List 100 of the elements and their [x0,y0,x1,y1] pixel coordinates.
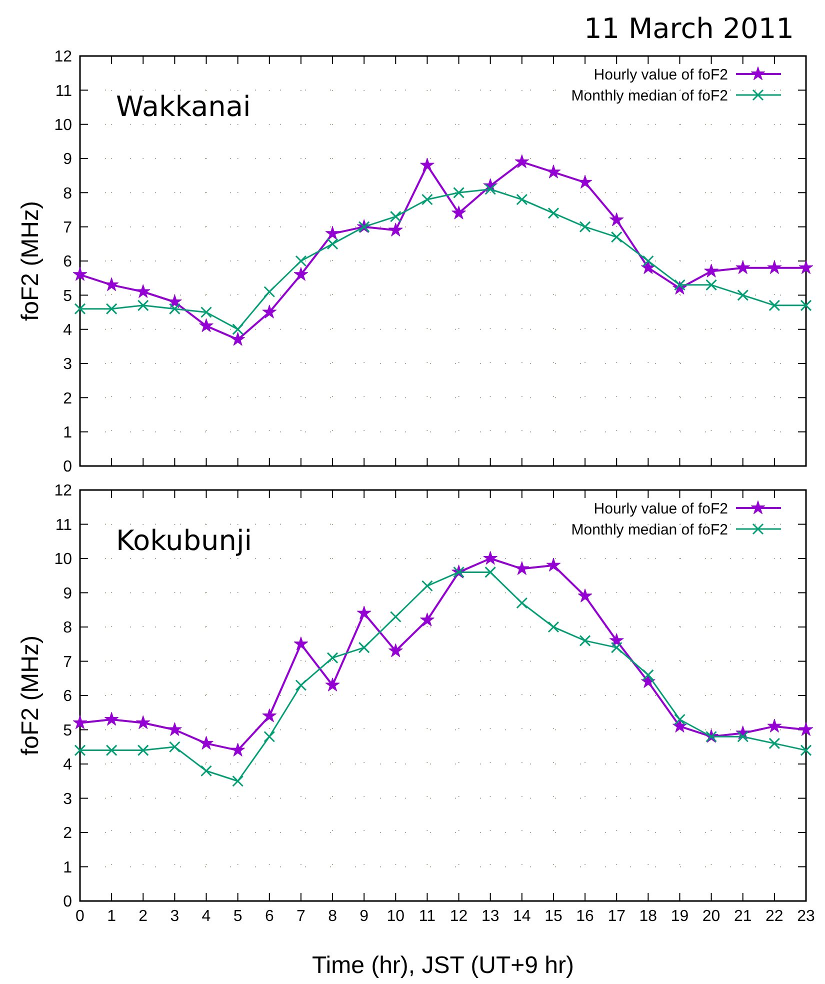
point [800,744,812,756]
point [136,284,150,298]
point [168,741,180,753]
x-tick-label: 5 [233,908,242,925]
point [578,174,592,189]
point [420,612,434,626]
y-tick-label: 3 [63,790,72,808]
point [72,267,88,281]
point [104,712,119,726]
point [325,678,340,692]
point [199,318,214,332]
x-tick-label: 11 [418,908,436,925]
point [294,636,308,650]
y-tick-label: 0 [63,894,72,911]
x-tick-label: 21 [734,908,752,925]
y-tick-label: 10 [54,116,72,134]
point [798,260,814,274]
point [106,744,118,756]
y-tick-label: 1 [63,424,72,442]
point [674,279,686,291]
point [453,186,465,198]
chart-title: 11 March 2011 [584,12,794,45]
point [421,194,433,206]
y-tick-label: 8 [63,620,72,637]
point [642,669,654,681]
point [137,300,149,312]
y-tick-label: 9 [63,585,72,602]
point [358,642,370,654]
point [452,206,466,220]
y-tick-label: 6 [63,254,72,271]
point [136,715,150,730]
y-tick-label: 7 [63,654,72,671]
y-tick-label: 12 [54,48,72,66]
point [642,255,654,267]
point [768,738,780,750]
x-tick-label: 3 [170,908,180,925]
x-tick-label: 15 [544,908,562,925]
y-tick-label: 3 [63,356,72,374]
point [579,221,591,233]
x-tick-label: 22 [766,908,784,925]
point [230,332,246,346]
point [674,714,686,726]
point [484,184,496,195]
point [421,580,433,592]
point [232,775,244,787]
y-tick-label: 7 [63,219,72,236]
point [737,730,749,742]
point [546,164,561,178]
point [200,306,212,318]
point [516,597,528,609]
point [294,267,308,281]
y-tick-label: 9 [63,151,72,168]
point [390,610,402,622]
point [706,279,718,291]
x-tick-label: 8 [328,908,338,925]
point [104,277,119,292]
y-tick-label: 2 [63,825,72,842]
y-axis-title: foF2 (MHz) [17,636,44,756]
point [640,260,656,274]
point [609,633,624,647]
y-tick-label: 6 [63,688,72,706]
y-tick-label: 5 [63,722,72,740]
point [420,158,434,172]
x-tick-label: 17 [608,908,626,925]
point [798,722,814,736]
legend-label: Hourly value of foF2 [594,66,728,84]
point [262,708,277,722]
point [295,255,307,267]
point [483,550,498,565]
y-tick-label: 11 [55,82,72,100]
point [264,730,276,742]
y-axis-title: foF2 (MHz) [17,201,44,321]
x-axis-title: Time (hr), JST (UT+9 hr) [312,952,574,979]
point [484,566,496,578]
point [72,715,88,730]
point [514,561,530,575]
point [610,231,622,243]
x-tick-label: 9 [360,908,369,925]
point [262,304,277,318]
x-tick-label: 0 [76,908,85,925]
point [230,742,246,756]
y-tick-label: 11 [55,516,72,534]
point [388,643,403,658]
point [326,652,338,664]
point [767,260,782,274]
point [295,679,307,691]
point [232,324,244,336]
legend-label: Hourly value of foF2 [594,500,728,518]
y-tick-label: 10 [54,551,72,568]
x-tick-label: 18 [639,908,658,925]
point [767,718,782,732]
annotation: Kokubunji [116,524,252,557]
x-tick-label: 4 [202,908,211,925]
point [548,207,560,219]
x-tick-label: 14 [513,908,531,925]
point [167,294,182,308]
point [390,210,402,222]
y-tick-label: 5 [63,288,72,305]
point [672,718,687,732]
x-tick-label: 16 [576,908,594,925]
